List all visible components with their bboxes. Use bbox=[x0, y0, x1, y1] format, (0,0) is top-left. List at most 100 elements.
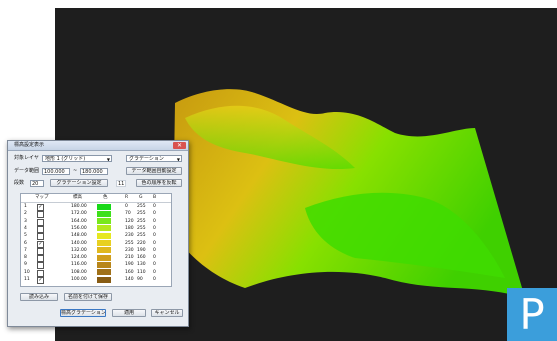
row-index: 10 bbox=[24, 269, 30, 275]
range-max-field[interactable]: 180.000 bbox=[80, 168, 108, 175]
steps-label: 段数 bbox=[14, 180, 25, 186]
elevation-value: 172.00 bbox=[71, 211, 87, 217]
color-swatch[interactable] bbox=[97, 232, 111, 239]
green-value: 110 bbox=[137, 269, 146, 275]
col-g: G bbox=[139, 195, 143, 200]
red-value: 160 bbox=[125, 269, 134, 275]
map-checkbox[interactable]: ✓ bbox=[37, 204, 44, 211]
color-swatch[interactable] bbox=[97, 210, 111, 217]
table-row[interactable]: 6 ✓ 140.00 255 220 0 bbox=[21, 240, 171, 248]
mode-select[interactable]: グラデーション ▼ bbox=[126, 155, 182, 162]
save-as-button[interactable]: 名前を付けて保存 bbox=[64, 293, 112, 301]
elevation-value: 100.00 bbox=[71, 277, 87, 282]
table-row[interactable]: 2 172.00 70 255 0 bbox=[21, 210, 171, 219]
row-index: 8 bbox=[24, 255, 27, 261]
color-swatch[interactable] bbox=[97, 261, 111, 268]
color-swatch[interactable] bbox=[97, 247, 111, 254]
close-icon[interactable]: ✕ bbox=[173, 142, 186, 149]
map-checkbox[interactable] bbox=[37, 247, 44, 255]
map-checkbox[interactable]: ✓ bbox=[37, 240, 44, 248]
terrain-render bbox=[173, 89, 525, 298]
map-checkbox[interactable] bbox=[37, 233, 44, 241]
table-row[interactable]: 5 148.00 230 255 0 bbox=[21, 232, 171, 241]
green-value: 255 bbox=[137, 211, 146, 217]
elevation-table[interactable]: マップ 標高 色 R G B 1 ✓ 180.00 0 255 0 2 172.00 70 255… bbox=[20, 193, 172, 287]
divisions-field[interactable]: 11 bbox=[116, 180, 126, 187]
table-row[interactable]: 7 132.00 230 190 0 bbox=[21, 247, 171, 255]
blue-value: 0 bbox=[153, 211, 156, 217]
row-index: 3 bbox=[24, 218, 27, 224]
table-row[interactable]: 11 ✓ 100.00 140 90 0 bbox=[21, 276, 171, 284]
map-checkbox[interactable] bbox=[37, 225, 44, 233]
red-value: 140 bbox=[125, 277, 134, 282]
layer-label: 対象レイヤ bbox=[14, 155, 39, 161]
table-row[interactable]: 9 116.00 190 130 0 bbox=[21, 261, 171, 270]
color-swatch[interactable] bbox=[97, 269, 111, 276]
gradient-button[interactable]: グラデーション設定 bbox=[50, 179, 108, 187]
green-value: 255 bbox=[137, 218, 146, 224]
terrain-valley bbox=[305, 192, 505, 278]
map-checkbox[interactable] bbox=[37, 262, 44, 270]
elevation-value: 156.00 bbox=[71, 225, 87, 231]
red-value: 210 bbox=[125, 255, 134, 261]
table-row[interactable]: 10 108.00 160 110 0 bbox=[21, 269, 171, 277]
green-value: 255 bbox=[137, 233, 146, 239]
table-row[interactable]: 4 156.00 180 255 0 bbox=[21, 225, 171, 233]
blue-value: 0 bbox=[153, 277, 156, 282]
red-value: 190 bbox=[125, 262, 134, 268]
elevation-value: 180.00 bbox=[71, 204, 87, 209]
elevation-value: 116.00 bbox=[71, 262, 87, 268]
green-value: 90 bbox=[137, 277, 143, 282]
map-checkbox[interactable] bbox=[37, 218, 44, 226]
col-map: マップ bbox=[35, 195, 49, 200]
green-value: 160 bbox=[137, 255, 146, 261]
row-index: 11 bbox=[24, 277, 30, 282]
chevron-down-icon: ▼ bbox=[176, 157, 180, 162]
elevation-value: 164.00 bbox=[71, 218, 87, 224]
color-swatch[interactable] bbox=[97, 240, 111, 246]
reverse-colors-button[interactable]: 色の順序を反転 bbox=[136, 179, 182, 187]
layer-select[interactable]: 地形 1 (グリッド) ▼ bbox=[42, 155, 112, 162]
table-row[interactable]: 3 164.00 120 255 0 bbox=[21, 218, 171, 226]
row-index: 7 bbox=[24, 247, 27, 253]
table-row[interactable]: 1 ✓ 180.00 0 255 0 bbox=[21, 203, 171, 211]
map-checkbox[interactable] bbox=[37, 269, 44, 277]
mode-select-value: グラデーション bbox=[129, 156, 164, 162]
color-swatch[interactable] bbox=[97, 276, 111, 283]
blue-value: 0 bbox=[153, 218, 156, 224]
range-min-field[interactable]: 100.000 bbox=[42, 168, 70, 175]
steps-field[interactable]: 20 bbox=[30, 180, 44, 187]
row-index: 9 bbox=[24, 262, 27, 268]
table-row[interactable]: 8 124.00 210 160 0 bbox=[21, 254, 171, 263]
map-checkbox[interactable] bbox=[37, 211, 44, 219]
apply-button[interactable]: 適用 bbox=[112, 309, 146, 317]
green-value: 130 bbox=[137, 262, 146, 268]
elevation-value: 140.00 bbox=[71, 240, 87, 246]
cancel-button[interactable]: キャンセル bbox=[151, 309, 183, 317]
row-index: 1 bbox=[24, 204, 27, 209]
row-index: 6 bbox=[24, 240, 27, 246]
red-value: 120 bbox=[125, 218, 134, 224]
auto-range-button[interactable]: データ範囲自動設定 bbox=[126, 167, 182, 175]
col-r: R bbox=[125, 195, 129, 200]
blue-value: 0 bbox=[153, 247, 156, 253]
red-value: 0 bbox=[125, 204, 128, 209]
green-value: 255 bbox=[137, 225, 146, 231]
map-checkbox[interactable]: ✓ bbox=[37, 277, 44, 284]
color-swatch[interactable] bbox=[97, 218, 111, 225]
red-value: 230 bbox=[125, 247, 134, 253]
chevron-down-icon: ▼ bbox=[106, 157, 110, 162]
elevation-value: 124.00 bbox=[71, 255, 87, 261]
elevation-settings-dialog: 標高設定表示 ✕ 対象レイヤ 地形 1 (グリッド) ▼ グラデーション ▼ デ… bbox=[7, 140, 189, 327]
row-index: 5 bbox=[24, 233, 27, 239]
map-checkbox[interactable] bbox=[37, 255, 44, 263]
red-value: 230 bbox=[125, 233, 134, 239]
dialog-titlebar: 標高設定表示 ✕ bbox=[8, 141, 188, 151]
table-header: マップ 標高 色 R G B bbox=[21, 194, 171, 203]
range-separator: ~ bbox=[73, 168, 78, 174]
color-swatch[interactable] bbox=[97, 225, 111, 232]
color-swatch[interactable] bbox=[97, 203, 111, 210]
preview-button[interactable]: 標高グラデーション表示 bbox=[60, 309, 106, 317]
color-swatch[interactable] bbox=[97, 254, 111, 261]
load-button[interactable]: 読み込み bbox=[20, 293, 58, 301]
